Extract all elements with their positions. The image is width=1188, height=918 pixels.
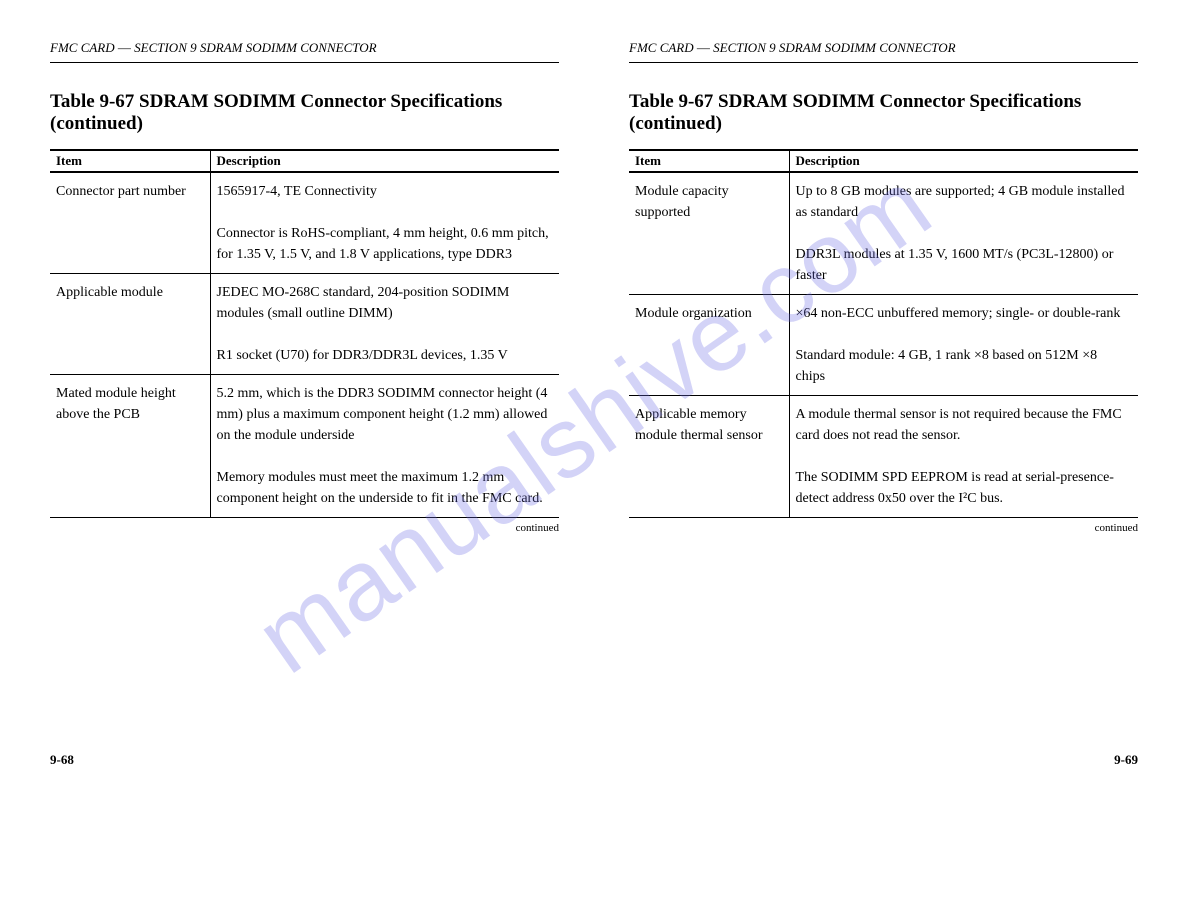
- breadcrumb-part: FMC CARD: [50, 40, 115, 55]
- doc-left-column: FMC CARD — SECTION 9 SDRAM SODIMM CONNEC…: [50, 40, 559, 534]
- breadcrumb-separator: —: [118, 40, 134, 55]
- spec-table-left: Item Description Connector part number 1…: [50, 149, 559, 518]
- doc-right-column: FMC CARD — SECTION 9 SDRAM SODIMM CONNEC…: [629, 40, 1138, 534]
- table-row: Module capacity supported Up to 8 GB mod…: [629, 172, 1138, 295]
- desc-line: Connector is RoHS-compliant, 4 mm height…: [217, 226, 549, 262]
- col-header-item: Item: [629, 150, 789, 172]
- cell-item: Module capacity supported: [629, 172, 789, 295]
- desc-line: 5.2 mm, which is the DDR3 SODIMM connect…: [217, 386, 548, 443]
- cell-item: Mated module height above the PCB: [50, 375, 210, 518]
- breadcrumb-right: FMC CARD — SECTION 9 SDRAM SODIMM CONNEC…: [629, 40, 1138, 63]
- spec-table-right: Item Description Module capacity support…: [629, 149, 1138, 518]
- desc-line: Memory modules must meet the maximum 1.2…: [217, 470, 543, 506]
- cell-item: Connector part number: [50, 172, 210, 274]
- breadcrumb-part: FMC CARD: [629, 40, 694, 55]
- desc-line: Up to 8 GB modules are supported; 4 GB m…: [796, 184, 1125, 220]
- desc-line: Standard module: 4 GB, 1 rank ×8 based o…: [796, 348, 1098, 384]
- cell-item: Applicable module: [50, 274, 210, 375]
- table-row: Module organization ×64 non-ECC unbuffer…: [629, 295, 1138, 396]
- desc-line: The SODIMM SPD EEPROM is read at serial-…: [796, 470, 1114, 506]
- table-row: Mated module height above the PCB 5.2 mm…: [50, 375, 559, 518]
- continued-label-right: continued: [629, 522, 1138, 534]
- cell-item: Applicable memory module thermal sensor: [629, 396, 789, 518]
- col-header-desc: Description: [210, 150, 559, 172]
- breadcrumb-left: FMC CARD — SECTION 9 SDRAM SODIMM CONNEC…: [50, 40, 559, 63]
- page-number-left: 9-68: [50, 752, 74, 768]
- cell-desc: JEDEC MO-268C standard, 204-position SOD…: [210, 274, 559, 375]
- cell-desc: Up to 8 GB modules are supported; 4 GB m…: [789, 172, 1138, 295]
- table-row: Applicable memory module thermal sensor …: [629, 396, 1138, 518]
- desc-line: ×64 non-ECC unbuffered memory; single- o…: [796, 306, 1121, 321]
- page-number-right: 9-69: [1114, 752, 1138, 768]
- table-row: Connector part number 1565917-4, TE Conn…: [50, 172, 559, 274]
- col-header-desc: Description: [789, 150, 1138, 172]
- table-title-right: Table 9-67 SDRAM SODIMM Connector Specif…: [629, 91, 1138, 135]
- desc-line: JEDEC MO-268C standard, 204-position SOD…: [217, 285, 510, 321]
- cell-desc: A module thermal sensor is not required …: [789, 396, 1138, 518]
- desc-line: 1565917-4, TE Connectivity: [217, 184, 377, 199]
- desc-line: DDR3L modules at 1.35 V, 1600 MT/s (PC3L…: [796, 247, 1114, 283]
- desc-line: A module thermal sensor is not required …: [796, 407, 1122, 443]
- cell-item: Module organization: [629, 295, 789, 396]
- continued-label-left: continued: [50, 522, 559, 534]
- cell-desc: ×64 non-ECC unbuffered memory; single- o…: [789, 295, 1138, 396]
- col-header-item: Item: [50, 150, 210, 172]
- cell-desc: 5.2 mm, which is the DDR3 SODIMM connect…: [210, 375, 559, 518]
- table-title-left: Table 9-67 SDRAM SODIMM Connector Specif…: [50, 91, 559, 135]
- cell-desc: 1565917-4, TE Connectivity Connector is …: [210, 172, 559, 274]
- table-row: Applicable module JEDEC MO-268C standard…: [50, 274, 559, 375]
- breadcrumb-part: SECTION 9 SDRAM SODIMM CONNECTOR: [713, 40, 955, 55]
- desc-line: R1 socket (U70) for DDR3/DDR3L devices, …: [217, 348, 508, 363]
- breadcrumb-separator: —: [697, 40, 713, 55]
- breadcrumb-part: SECTION 9 SDRAM SODIMM CONNECTOR: [134, 40, 376, 55]
